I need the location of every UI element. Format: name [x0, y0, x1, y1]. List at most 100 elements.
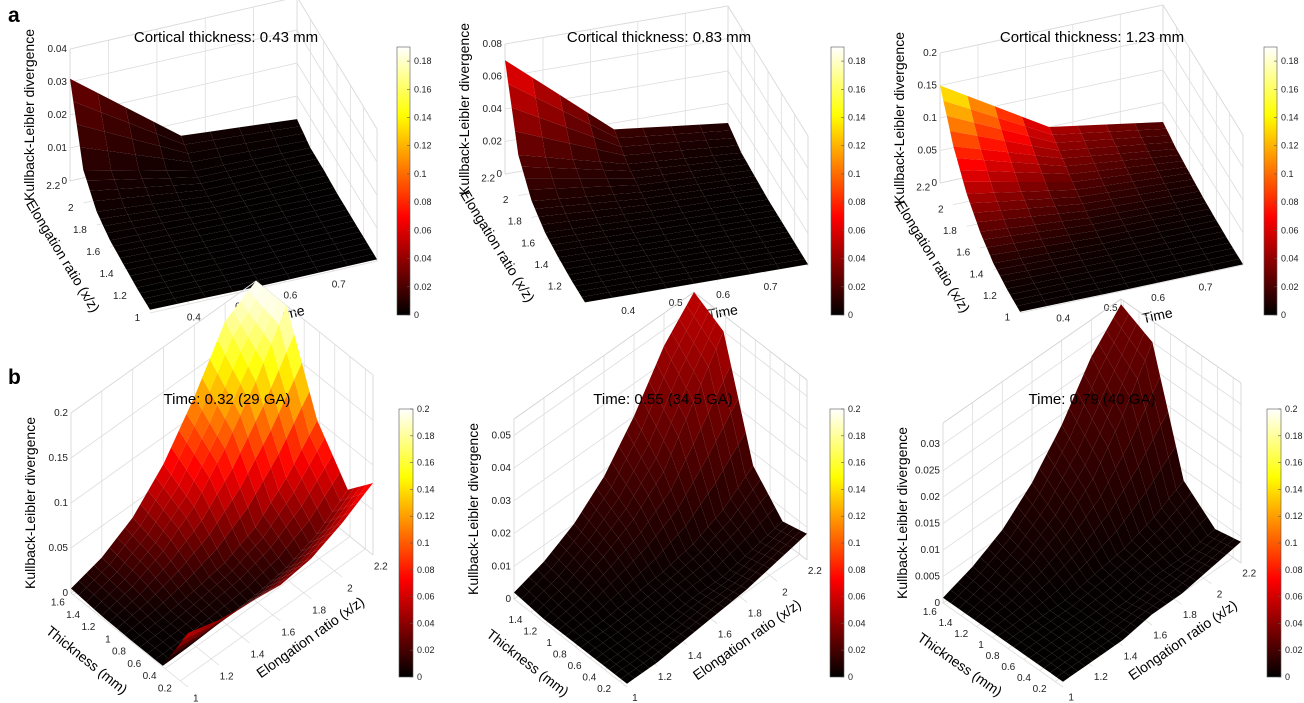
surface-patch [1137, 128, 1170, 138]
surface-patch [1154, 542, 1171, 558]
surface-patch [155, 531, 171, 552]
surface-patch [73, 101, 105, 132]
surface-patch [192, 631, 207, 643]
surface-patch [275, 574, 290, 584]
surface-patch [1025, 504, 1041, 526]
y-tick-label: 1 [546, 638, 552, 649]
surface-patch [1109, 130, 1142, 140]
surface-patch [648, 536, 664, 559]
surface-patch [1072, 652, 1087, 662]
surface-patch [730, 487, 746, 510]
surface-patch [1055, 502, 1071, 526]
surface-patch [566, 574, 581, 591]
chart-5: 11.21.41.61.822.20.20.40.60.811.21.400.0… [465, 291, 866, 703]
surface-patch [186, 454, 202, 481]
surface-patch [676, 614, 690, 625]
surface-patch [1206, 538, 1221, 549]
surface-patch [1167, 589, 1182, 599]
surface-patch [610, 185, 641, 195]
surface-patch [730, 529, 746, 547]
surface-patch [140, 287, 172, 299]
surface-patch [656, 267, 688, 278]
surface-patch [293, 529, 310, 552]
surface-patch [239, 587, 256, 602]
surface-patch [627, 161, 660, 172]
axis-frame-edge [1120, 298, 1242, 384]
surface-patch [1127, 225, 1160, 238]
surface-patch [1034, 587, 1050, 603]
surface-patch [1013, 642, 1029, 653]
surface-patch [1064, 657, 1079, 667]
surface-patch [745, 489, 761, 512]
surface-patch [1129, 323, 1145, 350]
surface-patch [123, 258, 155, 270]
colorbar [396, 46, 411, 316]
surface-patch [103, 221, 135, 234]
surface-patch [611, 518, 626, 538]
surface-patch [536, 590, 552, 605]
surface-patch [147, 577, 164, 595]
surface-patch [719, 268, 752, 279]
surface-patch [1114, 328, 1130, 355]
surface-patch [686, 292, 702, 317]
surface-patch [686, 371, 701, 402]
surface-patch [692, 592, 707, 602]
surface-patch [674, 246, 706, 257]
surface-patch [753, 479, 768, 503]
surface-patch [581, 500, 597, 521]
surface-patch [1070, 477, 1086, 503]
surface-patch [640, 621, 656, 633]
surface-patch [132, 543, 148, 561]
surface-patch [1092, 402, 1108, 434]
surface-patch [156, 133, 188, 154]
surface-patch [573, 611, 589, 625]
surface-patch [693, 301, 709, 328]
surface-patch [1080, 605, 1096, 617]
surface-patch [170, 604, 187, 618]
surface-patch [1085, 206, 1118, 218]
surface-patch [133, 275, 165, 288]
surface-patch [740, 579, 755, 590]
surface-patch [1137, 360, 1153, 409]
surface-patch [581, 540, 597, 558]
surface-patch [270, 572, 285, 582]
surface-patch [268, 119, 301, 131]
surface-patch [297, 558, 312, 568]
surface-patch [124, 535, 141, 554]
surface-patch [687, 268, 720, 279]
surface-patch [286, 463, 302, 493]
surface-patch [618, 549, 634, 569]
surface-patch [592, 260, 623, 271]
surface-patch [521, 166, 553, 179]
surface-patch [170, 647, 185, 661]
surface-patch [1104, 181, 1137, 193]
surface-patch [568, 270, 599, 281]
surface-patch [573, 532, 589, 550]
surface-patch [270, 537, 287, 558]
surface-patch [1185, 548, 1200, 559]
surface-patch [622, 663, 636, 674]
x-tick-label: 1.8 [748, 608, 762, 619]
surface-patch [995, 563, 1011, 579]
surface-patch [643, 245, 675, 256]
surface-patch [1118, 601, 1133, 611]
surface-patch [170, 630, 186, 643]
surface-patch [1010, 232, 1042, 244]
surface-patch [142, 178, 174, 188]
surface-patch [721, 579, 735, 589]
colorbar-tick-label: 0.18 [848, 431, 866, 441]
surface-patch [1145, 392, 1161, 439]
surface-patch [1152, 214, 1185, 226]
z-tick-label: 0.2 [54, 408, 68, 419]
colorbar-tick-label: 0.04 [848, 618, 866, 628]
surface-patch [558, 253, 589, 264]
surface-patch [301, 520, 317, 543]
surface-patch [1126, 595, 1140, 605]
surface-patch [543, 568, 559, 584]
surface-patch [1032, 514, 1049, 535]
surface-patch [304, 187, 337, 200]
surface-patch [559, 94, 591, 125]
surface-patch [1140, 592, 1154, 603]
chart-3: 0.40.50.60.711.21.41.61.822.2 00.050.10.1… [891, 4, 1299, 326]
surface-patch [178, 610, 194, 624]
